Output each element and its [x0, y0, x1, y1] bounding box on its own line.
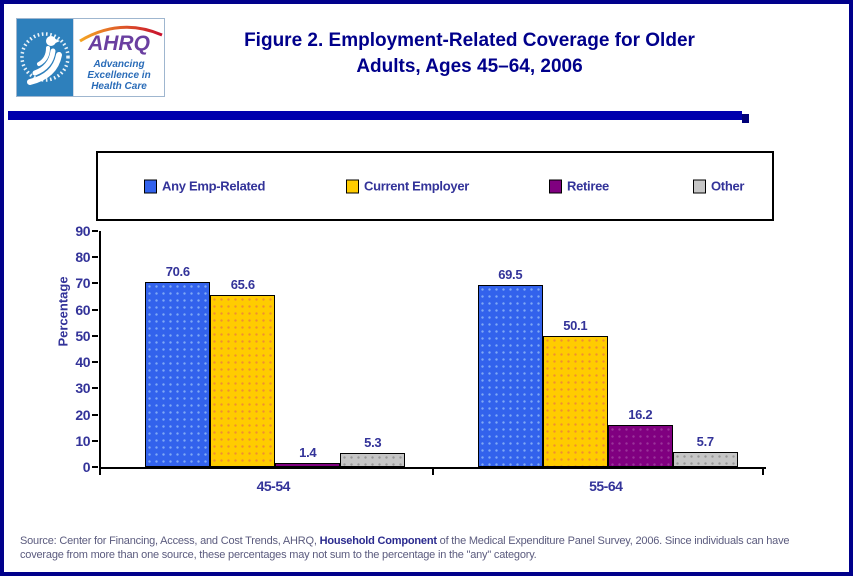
divider-bar — [8, 111, 749, 123]
y-tick-mark — [92, 413, 98, 416]
legend-label: Current Employer — [364, 178, 470, 194]
legend-label: Any Emp-Related — [162, 178, 266, 194]
ahrq-arc-icon — [79, 25, 163, 43]
ahrq-wordmark: AHRQ — [88, 32, 150, 55]
hhs-eagle-icon — [20, 32, 70, 85]
bar-other-45-54 — [340, 453, 406, 467]
legend-item: Retiree — [549, 179, 609, 194]
bar-value-label: 69.5 — [498, 266, 523, 282]
y-tick-mark — [92, 256, 98, 259]
chart-legend: Any Emp-Related Current Employer Retiree Ot… — [96, 151, 774, 221]
y-tick-label: 30 — [75, 380, 90, 397]
y-tick-mark — [92, 387, 98, 390]
bar-any-emp-related-55-64 — [477, 284, 543, 467]
legend-swatch-icon — [549, 179, 562, 193]
y-tick-label: 90 — [75, 223, 90, 239]
x-tick-mark — [762, 469, 764, 475]
legend-item: Current Employer — [346, 179, 469, 194]
bar-retiree-45-54 — [275, 463, 341, 467]
y-tick-mark — [92, 230, 98, 232]
bar-value-label: 50.1 — [563, 317, 588, 333]
figure-title-line2: Adults, Ages 45–64, 2006 — [356, 56, 583, 77]
bar-value-label: 70.6 — [165, 263, 190, 279]
bar-current-employer-45-54 — [210, 294, 276, 467]
x-category-label: 45-54 — [256, 478, 291, 494]
tagline-line1: Advancing — [93, 59, 145, 70]
y-tick-label: 80 — [75, 249, 90, 266]
y-tick-label: 40 — [75, 354, 90, 371]
y-tick-label: 10 — [75, 432, 90, 449]
bar-value-label: 65.6 — [230, 276, 255, 292]
bar-any-emp-related-45-54 — [145, 281, 211, 467]
source-text-prefix: Source: Center for Financing, Access, an… — [20, 535, 320, 547]
y-tick-mark — [92, 282, 98, 285]
legend-swatch-icon — [346, 179, 359, 193]
ahrq-tagline: Advancing Excellence in Health Care — [74, 59, 164, 92]
tagline-line2: Excellence in — [87, 70, 151, 81]
source-text-bold: Household Component — [319, 535, 437, 547]
y-tick-label: 60 — [75, 301, 90, 318]
divider-bar-endcap — [742, 114, 749, 123]
legend-swatch-icon — [144, 179, 157, 193]
bar-current-employer-55-64 — [542, 335, 608, 467]
y-tick-mark — [92, 334, 98, 337]
ahrq-wordmark-panel: AHRQ Advancing Excellence in Health Care — [73, 19, 164, 96]
tagline-line3: Health Care — [91, 81, 147, 92]
y-tick-label: 20 — [75, 406, 90, 423]
legend-label: Retiree — [567, 178, 609, 194]
y-tick-label: 0 — [82, 459, 91, 475]
bar-value-label: 5.7 — [696, 434, 714, 450]
legend-item: Other — [693, 179, 744, 194]
bar-value-label: 5.3 — [364, 435, 382, 451]
legend-label: Other — [711, 178, 745, 194]
x-category-label: 55-64 — [589, 478, 623, 494]
hhs-seal — [17, 19, 73, 96]
bar-retiree-55-64 — [607, 424, 673, 467]
legend-item: Any Emp-Related — [144, 179, 265, 194]
plot-area: 70.6 65.6 1.4 5.3 69.5 50.1 16.2 5.7 — [99, 231, 766, 469]
y-tick-mark — [92, 439, 98, 442]
source-text-line2: coverage from more than one source, thes… — [20, 548, 537, 561]
source-text-suffix: of the Medical Expenditure Panel Survey,… — [436, 535, 790, 547]
bar-other-55-64 — [672, 452, 738, 467]
x-tick-mark — [431, 469, 434, 475]
x-tick-mark — [99, 469, 101, 475]
ahrq-hhs-logo: AHRQ Advancing Excellence in Health Care — [16, 18, 165, 97]
y-tick-mark — [92, 361, 98, 364]
y-tick-label: 50 — [75, 327, 90, 344]
figure-title: Figure 2. Employment-Related Coverage fo… — [90, 28, 849, 80]
legend-swatch-icon — [693, 179, 706, 193]
y-tick-label: 70 — [75, 275, 90, 292]
bar-value-label: 16.2 — [628, 406, 653, 422]
bar-value-label: 1.4 — [299, 445, 317, 461]
figure-title-line1: Figure 2. Employment-Related Coverage fo… — [244, 30, 695, 51]
source-note: Source: Center for Financing, Access, an… — [20, 535, 844, 562]
y-tick-mark — [92, 308, 98, 311]
y-tick-mark — [92, 466, 98, 468]
